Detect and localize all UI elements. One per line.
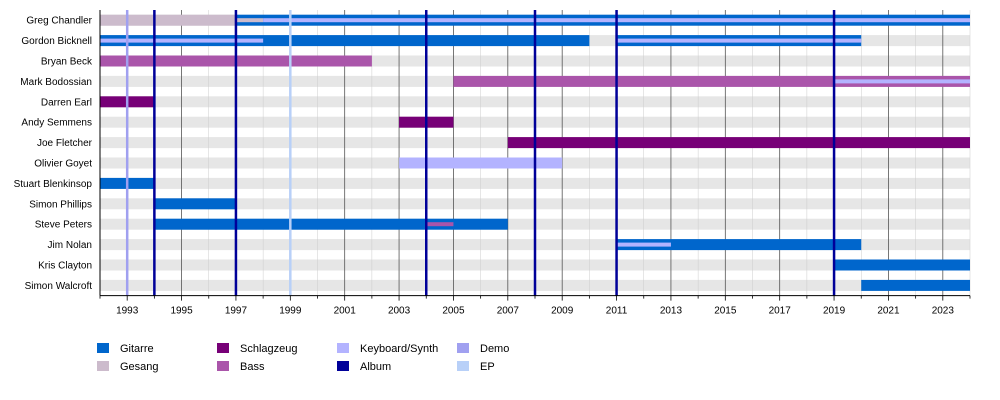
chart-legend: Gitarre Gesang Schlagzeug Bass Keyboard/Synt… xyxy=(97,343,509,373)
legend-swatch-demo xyxy=(457,343,469,353)
member-name-label: Joe Fletcher xyxy=(37,138,93,149)
year-tick-label: 2019 xyxy=(823,306,846,317)
year-tick-label: 2015 xyxy=(714,306,737,317)
release-marker-album xyxy=(615,10,618,296)
member-bar-gitarre xyxy=(100,35,590,47)
member-name-label: Bryan Beck xyxy=(41,57,93,68)
chart-axes xyxy=(99,10,971,301)
role-stripe-keyboard xyxy=(616,242,671,247)
year-tick-label: 2023 xyxy=(932,306,955,317)
year-tick-label: 1993 xyxy=(116,306,139,317)
member-names: Greg Chandler Gordon Bicknell Bryan Beck Ma… xyxy=(14,16,93,292)
member-name-label: Andy Semmens xyxy=(21,118,92,129)
member-bar-gitarre xyxy=(861,279,970,291)
member-name-label: Greg Chandler xyxy=(26,16,92,27)
year-tick-label: 1997 xyxy=(225,306,248,317)
legend-swatch-album xyxy=(337,361,349,371)
member-bar-schlagzeug xyxy=(507,137,970,149)
year-tick-label: 2011 xyxy=(606,306,628,317)
member-bar-keyboard xyxy=(399,157,563,169)
release-marker-album xyxy=(832,10,836,296)
release-markers xyxy=(125,10,836,296)
member-name-label: Kris Clayton xyxy=(38,261,92,272)
legend-label-keyboard: Keyboard/Synth xyxy=(360,343,438,355)
member-name-label: Simon Walcroft xyxy=(25,281,93,292)
legend-swatch-ep xyxy=(457,361,469,371)
legend-label-demo: Demo xyxy=(480,343,509,355)
release-marker-ep xyxy=(289,10,292,296)
role-stripe-keyboard xyxy=(834,79,970,84)
release-marker-album xyxy=(153,10,156,296)
year-tick-label: 2003 xyxy=(388,306,411,317)
year-tick-label: 1995 xyxy=(170,306,193,317)
legend-label-album: Album xyxy=(360,361,391,373)
role-stripe-keyboard xyxy=(616,38,862,43)
member-name-label: Mark Bodossian xyxy=(20,77,92,88)
legend-label-gesang: Gesang xyxy=(120,361,159,373)
year-tick-label: 1999 xyxy=(279,306,302,317)
year-tick-label: 2021 xyxy=(877,306,900,317)
member-bar-gitarre xyxy=(154,198,236,210)
release-marker-album xyxy=(533,10,537,296)
legend-label-gitarre: Gitarre xyxy=(120,343,154,355)
member-bar-gitarre xyxy=(154,218,508,230)
release-marker-demo xyxy=(125,10,129,296)
member-bar-gitarre xyxy=(834,259,970,271)
member-name-label: Stuart Blenkinsop xyxy=(14,179,93,190)
member-name-label: Gordon Bicknell xyxy=(21,36,92,47)
member-bar-bass xyxy=(453,75,970,87)
year-tick-labels: 1993 1995 1997 1999 2001 2003 2005 2007 2009 2011… xyxy=(116,306,954,317)
year-tick-label: 2009 xyxy=(551,306,574,317)
legend-swatch-schlagzeug xyxy=(217,343,229,353)
legend-swatch-keyboard xyxy=(337,343,349,353)
year-tick-label: 2001 xyxy=(334,306,357,317)
year-tick-label: 2017 xyxy=(769,306,792,317)
year-tick-label: 2005 xyxy=(442,306,465,317)
member-name-label: Jim Nolan xyxy=(48,240,92,251)
role-stripe-bass xyxy=(426,222,454,227)
role-stripe-keyboard xyxy=(100,38,264,43)
legend-label-schlagzeug: Schlagzeug xyxy=(240,343,298,355)
release-marker-album xyxy=(425,10,428,296)
legend-swatch-bass xyxy=(217,361,229,371)
member-name-label: Simon Phillips xyxy=(29,199,92,210)
year-tick-label: 2013 xyxy=(660,306,683,317)
member-bar-gesang xyxy=(100,14,236,26)
legend-label-ep: EP xyxy=(480,361,495,373)
member-bar-gitarre xyxy=(616,239,862,251)
member-name-label: Darren Earl xyxy=(41,97,92,108)
role-stripe-gesang xyxy=(235,18,264,23)
year-tick-label: 2007 xyxy=(497,306,520,317)
legend-swatch-gesang xyxy=(97,361,109,371)
legend-swatch-gitarre xyxy=(97,343,109,353)
legend-label-bass: Bass xyxy=(240,361,265,373)
release-marker-album xyxy=(234,10,238,296)
member-name-label: Steve Peters xyxy=(35,220,92,231)
member-name-label: Olivier Goyet xyxy=(34,159,92,170)
